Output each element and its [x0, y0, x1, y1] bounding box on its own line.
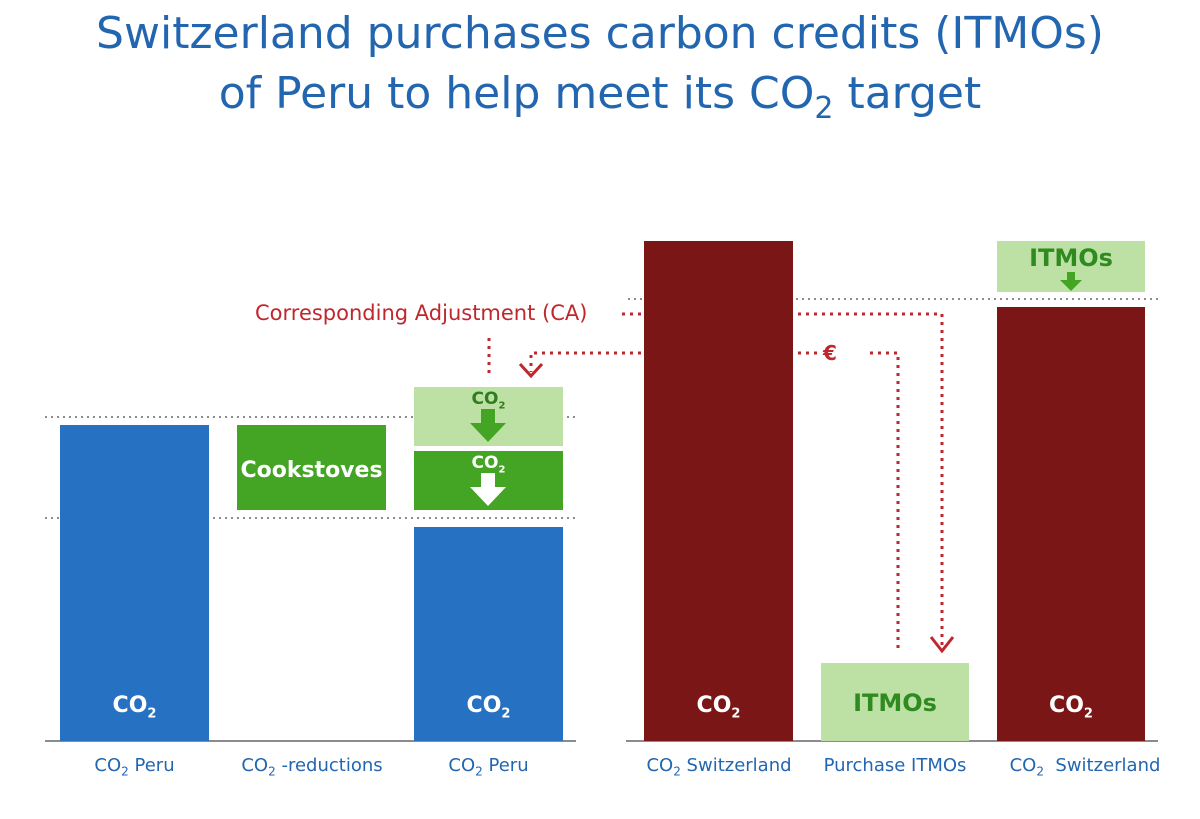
transferred-co2-label: CO2	[471, 389, 506, 412]
purchased-itmos-label: ITMOs	[853, 689, 937, 717]
cookstoves-box: Cookstoves	[237, 425, 386, 510]
ca-arrow-head	[929, 636, 955, 654]
bar-co2-peru-after: CO2	[414, 527, 563, 741]
bar-co2-peru-before: CO2	[60, 425, 209, 741]
euro-arrow-head	[518, 362, 544, 379]
bar-label-co2: CO2	[112, 693, 157, 722]
transferred-reduction-box: CO2	[414, 387, 563, 446]
retained-reduction-box: CO2	[414, 451, 563, 510]
axis-label-co2-reductions: CO2 -reductions	[241, 755, 383, 779]
title-line-2: of Peru to help meet its CO2 target	[218, 68, 982, 126]
title-line-1: Switzerland purchases carbon credits (IT…	[96, 8, 1104, 59]
euro-symbol: €	[823, 341, 837, 365]
corresponding-adjustment-label: Corresponding Adjustment (CA)	[255, 301, 588, 325]
applied-itmos-label: ITMOs	[1029, 244, 1113, 272]
bar-co2-switzerland-after: CO2	[997, 307, 1145, 741]
bar-label-co2: CO2	[1049, 693, 1093, 722]
axis-label-purchase-itmos: Purchase ITMOs	[823, 755, 967, 776]
axis-label-co2-switzerland-after: CO2 Switzerland	[1009, 755, 1161, 779]
bar-label-co2: CO2	[466, 693, 511, 722]
euro-arrow-line-right	[870, 351, 900, 648]
retained-co2-label: CO2	[471, 453, 506, 476]
bar-label-co2: CO2	[696, 693, 741, 722]
axis-label-co2-peru: CO2 Peru	[94, 755, 175, 779]
down-arrow-icon	[470, 409, 506, 442]
axis-label-co2-switzerland: CO2 Switzerland	[646, 755, 792, 779]
cookstoves-label: Cookstoves	[240, 458, 383, 483]
down-arrow-icon	[1060, 272, 1082, 291]
axis-label-co2-peru-after: CO2 Peru	[448, 755, 529, 779]
euro-arrow-line-left	[529, 351, 817, 372]
purchased-itmos-box: ITMOs	[821, 663, 969, 741]
applied-itmos-box: ITMOs	[997, 241, 1145, 292]
down-arrow-icon	[470, 473, 506, 506]
bar-co2-switzerland-before: CO2	[644, 241, 793, 741]
